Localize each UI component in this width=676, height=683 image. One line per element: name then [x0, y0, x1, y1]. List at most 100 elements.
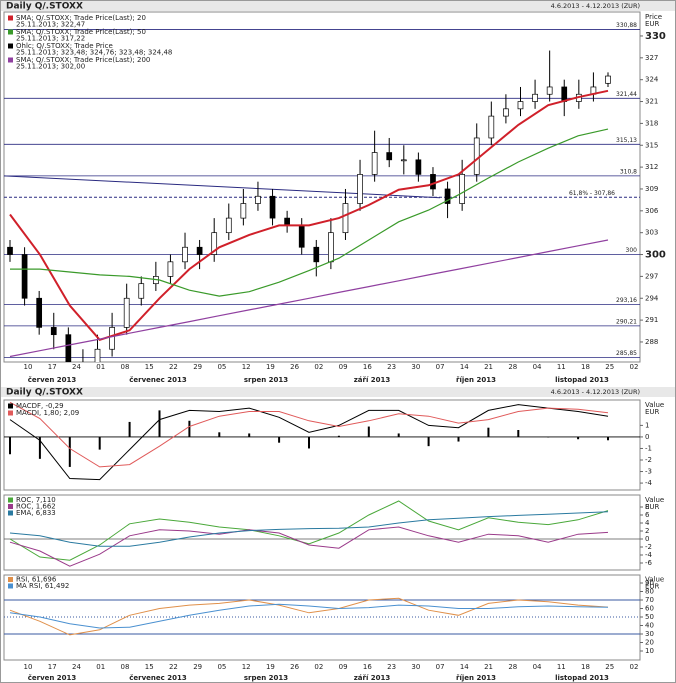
histogram-bar: [367, 426, 370, 437]
histogram-bar: [487, 427, 490, 437]
y-tick-label: 1: [645, 421, 649, 429]
x-tick-label: 04: [533, 363, 542, 371]
x-tick-label: 22: [169, 363, 178, 371]
y-tick-label: 315: [645, 141, 658, 149]
y-tick-label: 4: [645, 519, 650, 527]
x-tick-label: 09: [339, 663, 348, 671]
x-tick-label: 19: [266, 663, 275, 671]
candle-body: [255, 195, 261, 204]
y-tick-label: 8: [645, 503, 649, 511]
x-tick-label: 12: [242, 363, 251, 371]
x-tick-label: 24: [72, 663, 81, 671]
series-line: [9, 500, 609, 561]
y-tick-label: -2: [645, 543, 652, 551]
legend-value: 25.11.2013; 317,22: [16, 35, 85, 43]
legend-swatch: [8, 410, 13, 416]
x-tick-label: 07: [436, 663, 445, 671]
candle-body: [298, 225, 305, 248]
level-label: 293,16: [616, 297, 637, 304]
x-tick-label: 10: [24, 363, 33, 371]
axis-unit: EUR: [645, 20, 660, 28]
legend-label: MA RSI, 61,492: [16, 582, 69, 590]
legend-label: ROC, 1,662: [16, 503, 56, 511]
candle-body: [109, 327, 115, 350]
x-tick-label: 02: [314, 363, 323, 371]
legend-label: SMA; Q/.STOXX; Trade Price(Last); 20: [16, 14, 146, 22]
x-tick-label: 15: [145, 363, 154, 371]
histogram-bar: [218, 432, 221, 437]
level-label: 315,13: [616, 137, 637, 144]
x-tick-label: 15: [145, 663, 154, 671]
x-tick-label: 23: [387, 663, 396, 671]
candle-body: [561, 86, 568, 102]
x-tick-label: 26: [290, 663, 299, 671]
y-tick-label: -4: [645, 479, 653, 487]
y-tick-label: 2: [645, 527, 649, 535]
histogram-bar: [128, 421, 131, 437]
date-range: 4.6.2013 - 4.12.2013 (ZUR): [551, 2, 640, 10]
header-bar: [1, 1, 675, 11]
legend-label: MACDF, -0,29: [16, 402, 64, 410]
x-tick-label: 12: [242, 663, 251, 671]
x-tick-label: 14: [460, 663, 469, 671]
x-tick-label: 09: [339, 363, 348, 371]
y-tick-label: 30: [645, 630, 654, 638]
candle-body: [605, 75, 611, 84]
candle-body: [386, 152, 393, 161]
level-label: 285,85: [616, 350, 637, 357]
panel-frame: [3, 494, 641, 571]
y-tick-label: 303: [645, 229, 658, 237]
legend-value: 25.11.2013; 302,00: [16, 63, 85, 71]
y-tick-label: 0: [645, 433, 649, 441]
candle-body: [313, 246, 320, 263]
series-line: [10, 128, 609, 297]
legend-swatch: [8, 29, 13, 35]
panel-frame: [3, 399, 641, 491]
histogram-bar: [188, 420, 191, 437]
y-tick-label: 300: [645, 250, 666, 261]
header-bar: [1, 387, 675, 397]
candle-body: [517, 101, 524, 110]
month-label: srpen 2013: [244, 376, 288, 384]
legend-label: SMA; Q/.STOXX; Trade Price(Last); 200: [16, 56, 150, 64]
y-tick-label: 309: [645, 185, 658, 193]
legend-swatch: [8, 577, 13, 582]
y-tick-label: 312: [645, 163, 658, 171]
x-tick-label: 08: [120, 363, 129, 371]
x-tick-label: 04: [533, 663, 542, 671]
y-tick-label: -1: [645, 444, 652, 452]
legend-value: 25.11.2013; 322,47: [16, 21, 85, 29]
y-tick-label: 321: [645, 98, 658, 106]
series-line: [9, 603, 609, 629]
level-label: 290,21: [616, 318, 637, 325]
level-label: 300: [626, 247, 638, 254]
candle-body: [328, 232, 334, 263]
x-tick-label: 29: [193, 663, 202, 671]
y-tick-label: -2: [645, 456, 652, 464]
legend-swatch: [8, 504, 13, 509]
date-range: 4.6.2013 - 4.12.2013 (ZUR): [551, 388, 640, 396]
x-tick-label: 21: [484, 663, 493, 671]
y-tick-label: 306: [645, 207, 659, 215]
candle-body: [473, 137, 480, 175]
series-line: [9, 597, 609, 636]
histogram-bar: [397, 433, 400, 437]
candle-body: [50, 327, 57, 336]
candle-body: [182, 246, 188, 263]
candle-body: [532, 93, 538, 102]
axis-unit: EUR: [645, 583, 660, 591]
histogram-bar: [308, 436, 310, 449]
legend-label: SMA; Q/.STOXX; Trade Price(Last); 50: [16, 28, 146, 36]
histogram-bar: [248, 433, 251, 437]
x-tick-label: 25: [605, 663, 614, 671]
x-tick-label: 25: [605, 363, 614, 371]
histogram-bar: [158, 410, 161, 437]
x-tick-label: 18: [581, 663, 590, 671]
x-tick-label: 10: [24, 663, 33, 671]
legend-swatch: [8, 43, 13, 49]
histogram-bar: [68, 436, 71, 467]
panel-frame: [3, 11, 641, 363]
